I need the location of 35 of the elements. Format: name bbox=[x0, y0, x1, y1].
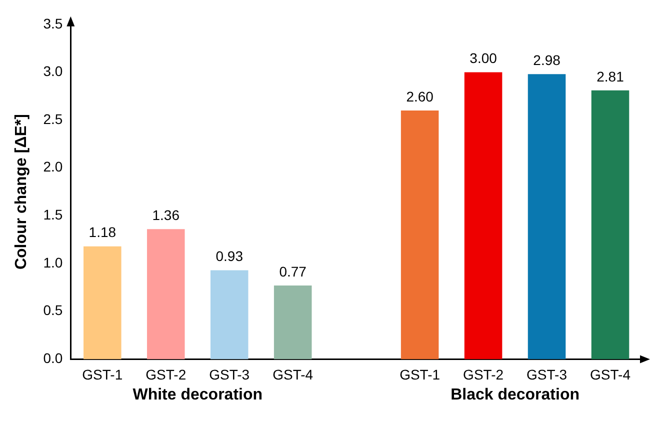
x-tick-label: GST-4 bbox=[272, 366, 314, 382]
x-tick-label: GST-3 bbox=[209, 366, 250, 382]
data-label: 1.36 bbox=[152, 206, 180, 223]
y-tick-label: 3.0 bbox=[43, 63, 63, 80]
bar bbox=[528, 74, 566, 360]
x-tick-label: GST-1 bbox=[400, 366, 440, 382]
x-tick-label: GST-2 bbox=[463, 366, 504, 382]
data-label: 0.93 bbox=[216, 248, 244, 264]
bar bbox=[147, 229, 185, 360]
x-tick-label: GST-2 bbox=[146, 366, 186, 382]
bar bbox=[274, 286, 312, 360]
y-axis-title: Colour change [ΔE*] bbox=[13, 114, 30, 270]
data-label: 2.98 bbox=[533, 52, 561, 68]
y-tick-label: 0.0 bbox=[43, 350, 63, 366]
x-tick-label: GST-1 bbox=[82, 366, 123, 382]
y-tick-label: 1.5 bbox=[43, 206, 63, 223]
y-tick-label: 0.5 bbox=[43, 302, 63, 318]
data-label: 3.00 bbox=[470, 50, 498, 66]
bar bbox=[400, 110, 439, 360]
text: White decoration bbox=[132, 386, 263, 404]
text: Black decoration bbox=[450, 386, 580, 404]
y-tick-label: 3.5 bbox=[43, 15, 63, 32]
bar bbox=[464, 72, 502, 360]
bar bbox=[210, 270, 248, 360]
x-tick-label: GST-4 bbox=[590, 366, 631, 382]
data-label: 1.18 bbox=[88, 224, 116, 240]
y-tick-label: 2.0 bbox=[43, 158, 63, 175]
x-tick-label: GST-3 bbox=[526, 366, 568, 382]
bar bbox=[591, 90, 630, 360]
data-label: 2.81 bbox=[596, 68, 624, 84]
bar bbox=[84, 246, 122, 360]
data-label: 0.77 bbox=[279, 263, 307, 280]
y-tick-label: 1.0 bbox=[43, 254, 63, 270]
y-tick-label: 2.5 bbox=[43, 110, 63, 127]
data-label: 2.60 bbox=[406, 88, 434, 104]
